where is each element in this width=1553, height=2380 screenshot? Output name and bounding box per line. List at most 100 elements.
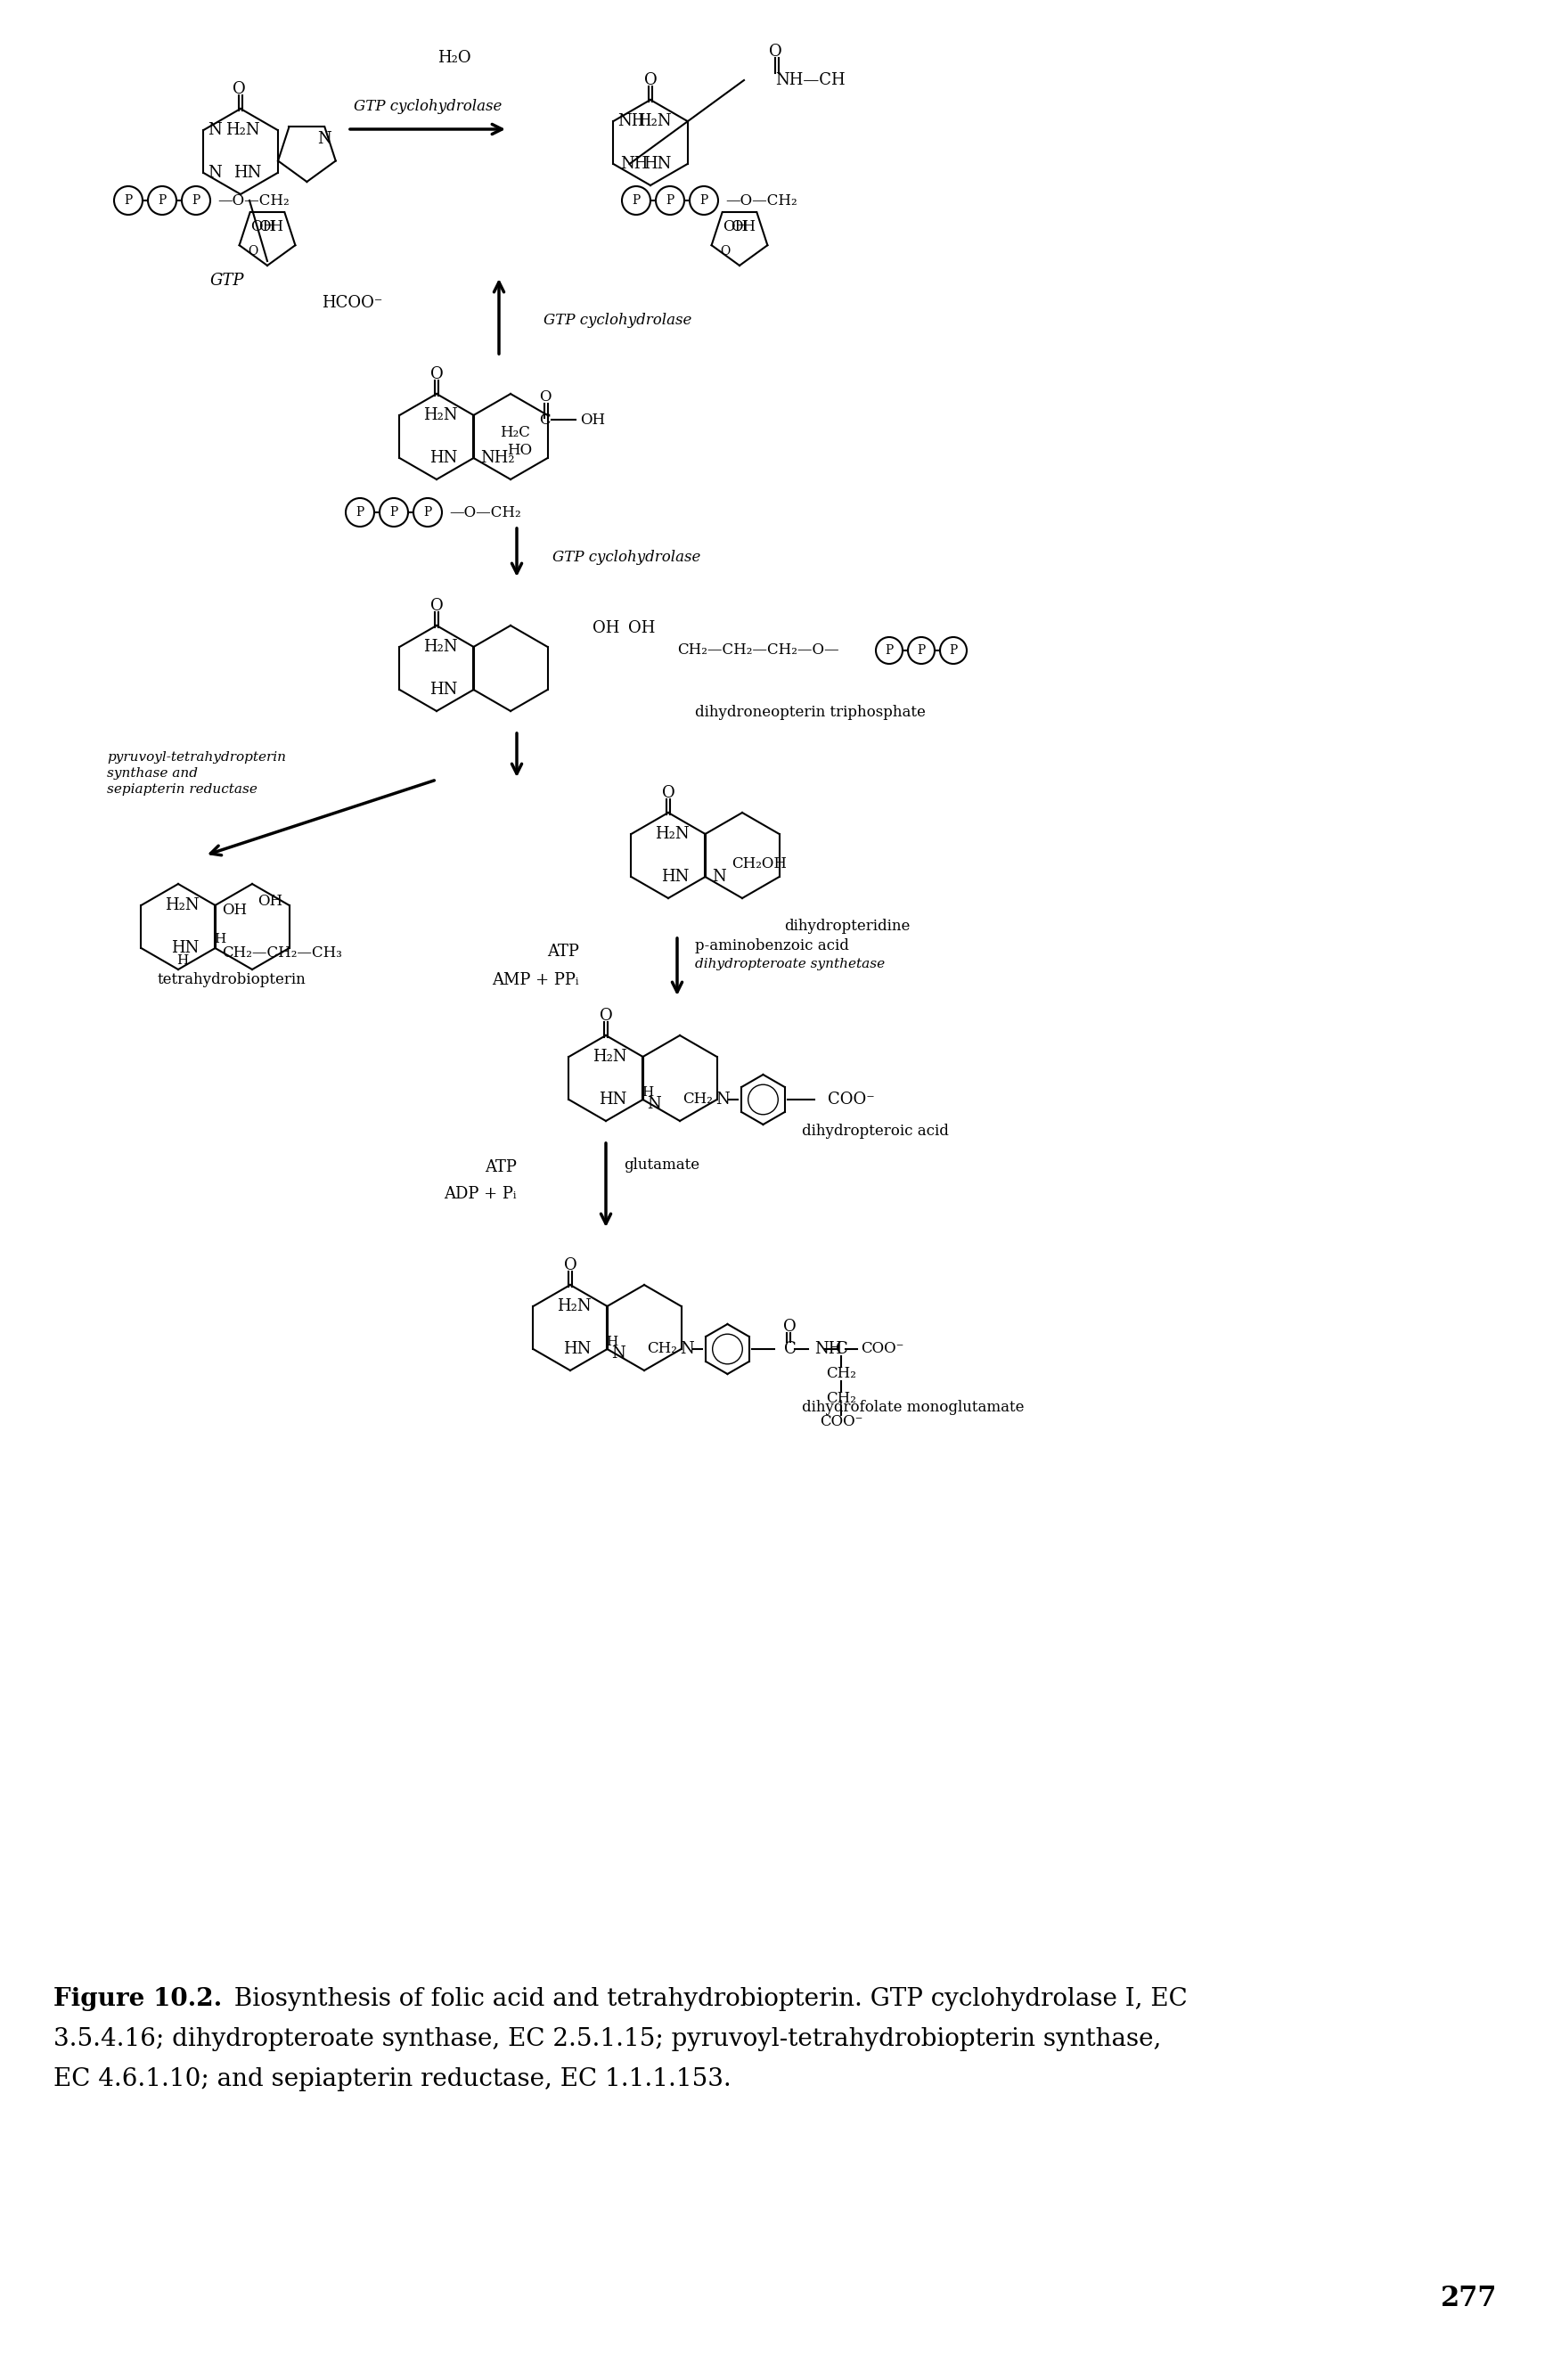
Text: sepiapterin reductase: sepiapterin reductase: [107, 783, 258, 795]
Text: HN: HN: [430, 681, 458, 697]
Text: N: N: [648, 1097, 662, 1111]
Text: O: O: [430, 597, 443, 614]
Text: P: P: [700, 195, 708, 207]
Text: C: C: [539, 412, 550, 428]
Text: H₂N: H₂N: [165, 897, 199, 914]
Text: 3.5.4.16; dihydropteroate synthase, EC 2.5.1.15; pyruvoyl-tetrahydrobiopterin sy: 3.5.4.16; dihydropteroate synthase, EC 2…: [53, 2028, 1162, 2052]
Text: NH: NH: [618, 114, 646, 129]
Text: dihydrofolate monoglutamate: dihydrofolate monoglutamate: [801, 1399, 1023, 1416]
Text: H₂N: H₂N: [592, 1050, 627, 1064]
Text: GTP cyclohydrolase: GTP cyclohydrolase: [544, 314, 691, 328]
Text: OH: OH: [722, 219, 749, 233]
Text: O: O: [248, 245, 258, 257]
Text: HN: HN: [662, 869, 690, 885]
Text: P: P: [424, 507, 432, 519]
Text: —O—CH₂: —O—CH₂: [725, 193, 797, 207]
Text: C: C: [836, 1340, 848, 1357]
Text: synthase and: synthase and: [107, 766, 197, 781]
Text: HN: HN: [564, 1340, 592, 1357]
Text: dihydropteroate synthetase: dihydropteroate synthetase: [696, 957, 885, 971]
Text: CH₂—CH₂—CH₃: CH₂—CH₂—CH₃: [222, 945, 343, 959]
Text: P: P: [918, 645, 926, 657]
Text: HN: HN: [643, 157, 671, 171]
Text: CH₂—CH₂—CH₂—O—: CH₂—CH₂—CH₂—O—: [677, 643, 839, 657]
Text: N: N: [713, 869, 727, 885]
Text: glutamate: glutamate: [624, 1159, 699, 1173]
Text: H₂N: H₂N: [422, 407, 458, 424]
Text: dihydropteroic acid: dihydropteroic acid: [801, 1123, 949, 1140]
Text: CH₂: CH₂: [683, 1092, 713, 1107]
Text: H₂C: H₂C: [500, 426, 531, 440]
Text: Biosynthesis of folic acid and tetrahydrobiopterin. GTP cyclohydrolase I, EC: Biosynthesis of folic acid and tetrahydr…: [219, 1987, 1188, 2011]
Text: C: C: [784, 1340, 797, 1357]
Text: O: O: [783, 1319, 797, 1335]
Text: N: N: [208, 164, 222, 181]
Text: HN: HN: [171, 940, 199, 957]
Text: HCOO⁻: HCOO⁻: [321, 295, 382, 312]
Text: ATP: ATP: [547, 942, 579, 959]
Text: NH₂: NH₂: [481, 450, 516, 466]
Text: O: O: [662, 785, 676, 802]
Text: 277: 277: [1440, 2285, 1497, 2313]
Text: H₂O: H₂O: [438, 50, 471, 67]
Text: O: O: [430, 367, 443, 383]
Text: N: N: [318, 131, 332, 148]
Text: H: H: [177, 954, 188, 966]
Text: OH: OH: [222, 902, 247, 916]
Text: OH: OH: [258, 892, 283, 909]
Text: P: P: [949, 645, 958, 657]
Text: O: O: [769, 43, 781, 60]
Text: H₂N: H₂N: [225, 121, 259, 138]
Text: P: P: [390, 507, 398, 519]
Text: NH: NH: [815, 1340, 843, 1357]
Text: dihydropteridine: dihydropteridine: [784, 919, 910, 935]
Text: N: N: [208, 121, 222, 138]
Text: AMP + PPᵢ: AMP + PPᵢ: [492, 971, 579, 988]
Text: tetrahydrobiopterin: tetrahydrobiopterin: [157, 973, 306, 988]
Text: H₂N: H₂N: [655, 826, 690, 843]
Text: P: P: [356, 507, 363, 519]
Text: —O—CH₂: —O—CH₂: [449, 505, 520, 519]
Text: HN: HN: [599, 1092, 627, 1107]
Text: N: N: [612, 1345, 626, 1361]
Text: COO⁻: COO⁻: [820, 1414, 863, 1430]
Text: pyruvoyl-tetrahydropterin: pyruvoyl-tetrahydropterin: [107, 752, 286, 764]
Text: H: H: [214, 933, 225, 945]
Text: OH: OH: [259, 219, 284, 233]
Text: H: H: [641, 1085, 654, 1100]
Text: CH₂: CH₂: [826, 1392, 857, 1407]
Text: COO⁻: COO⁻: [828, 1092, 876, 1107]
Text: P: P: [666, 195, 674, 207]
Text: GTP: GTP: [210, 274, 244, 288]
Text: p-aminobenzoic acid: p-aminobenzoic acid: [696, 938, 849, 954]
Text: dihydroneopterin triphosphate: dihydroneopterin triphosphate: [696, 704, 926, 721]
Text: H₂N: H₂N: [558, 1297, 592, 1314]
Text: NH—CH: NH—CH: [775, 71, 845, 88]
Text: P: P: [124, 195, 132, 207]
Text: ADP + Pᵢ: ADP + Pᵢ: [444, 1185, 517, 1202]
Text: GTP cyclohydrolase: GTP cyclohydrolase: [354, 100, 502, 114]
Text: HN: HN: [233, 164, 261, 181]
Text: P: P: [158, 195, 166, 207]
Text: COO⁻: COO⁻: [860, 1342, 904, 1357]
Text: O: O: [233, 81, 245, 98]
Text: HN: HN: [430, 450, 458, 466]
Text: OH: OH: [592, 621, 620, 635]
Text: OH: OH: [250, 219, 276, 233]
Text: NH: NH: [621, 157, 649, 171]
Text: H₂N: H₂N: [637, 114, 671, 129]
Text: Figure 10.2.: Figure 10.2.: [53, 1987, 222, 2011]
Text: P: P: [193, 195, 200, 207]
Text: ATP: ATP: [485, 1159, 517, 1176]
Text: O: O: [564, 1257, 576, 1273]
Text: O: O: [644, 71, 657, 88]
Text: CH₂: CH₂: [826, 1366, 857, 1380]
Text: P: P: [632, 195, 640, 207]
Text: HO: HO: [508, 443, 533, 459]
Text: CH₂: CH₂: [648, 1342, 677, 1357]
Text: CH₂OH: CH₂OH: [731, 857, 787, 871]
Text: H: H: [606, 1335, 618, 1347]
Text: N: N: [680, 1340, 694, 1357]
Text: OH: OH: [581, 412, 606, 428]
Text: P: P: [885, 645, 893, 657]
